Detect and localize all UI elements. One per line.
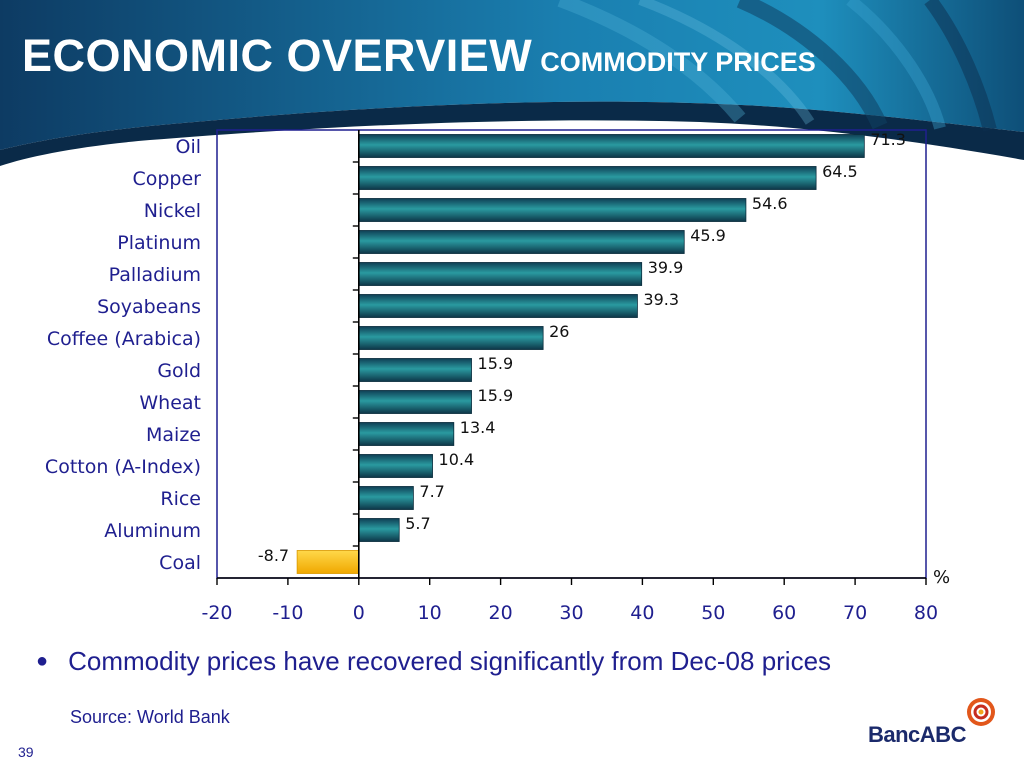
category-label: Platinum	[117, 232, 201, 254]
bar-coal	[296, 550, 360, 574]
x-tick-label: 70	[843, 602, 867, 624]
category-label: Gold	[157, 360, 201, 382]
x-tick-label: 0	[353, 602, 365, 624]
company-logo: BancABC	[868, 696, 1008, 752]
page-number: 39	[18, 744, 34, 760]
logo-text: BancABC	[868, 722, 966, 747]
x-tick-label: 10	[418, 602, 442, 624]
category-label: Rice	[160, 488, 201, 510]
bar-palladium	[358, 262, 643, 286]
data-label: 7.7	[419, 482, 444, 501]
bar-oil	[358, 134, 865, 158]
data-label: 13.4	[460, 418, 496, 437]
bar-gold	[358, 358, 472, 382]
source-note: Source: World Bank	[70, 707, 230, 727]
category-label: Oil	[175, 136, 201, 158]
x-tick-label: -20	[201, 602, 232, 624]
bar-platinum	[358, 230, 685, 254]
bullet-icon: ●	[36, 650, 49, 672]
bar-cotton-a-index	[358, 454, 433, 478]
bar-coffee-arabica	[358, 326, 544, 350]
bullet-point: ● Commodity prices have recovered signifi…	[36, 646, 831, 677]
bar-aluminum	[358, 518, 400, 542]
data-label: 45.9	[690, 226, 726, 245]
data-label: 39.3	[643, 290, 679, 309]
category-label: Aluminum	[104, 520, 201, 542]
x-tick-label: 50	[701, 602, 725, 624]
category-label: Palladium	[109, 264, 201, 286]
data-label: 10.4	[439, 450, 475, 469]
data-label: 26	[549, 322, 569, 341]
slide-header: ECONOMIC OVERVIEW COMMODITY PRICES	[0, 0, 1024, 170]
header-background	[0, 0, 1024, 166]
data-label: 64.5	[822, 162, 858, 181]
slide-subtitle: COMMODITY PRICES	[540, 47, 816, 77]
category-label: Coal	[159, 552, 201, 574]
data-label: -8.7	[258, 546, 289, 565]
data-label: 54.6	[752, 194, 788, 213]
bar-chart: Oil 71.3 Copper 64.5 Nickel 54.6 Platinum 45.9 P…	[45, 129, 950, 624]
x-tick-label: 40	[630, 602, 654, 624]
category-label: Soyabeans	[97, 296, 201, 318]
x-tick-label: -10	[272, 602, 303, 624]
plot-area-frame	[216, 129, 927, 579]
bar-copper	[358, 166, 817, 190]
x-tick-label: 20	[489, 602, 513, 624]
bar-rice	[358, 486, 414, 510]
x-tick-label: 60	[772, 602, 796, 624]
data-label: 71.3	[870, 130, 906, 149]
logo-ring-icon	[967, 698, 995, 726]
x-tick-label: 30	[559, 602, 583, 624]
category-label: Nickel	[144, 200, 201, 222]
bar-nickel	[358, 198, 747, 222]
data-label: 39.9	[648, 258, 684, 277]
category-label: Wheat	[139, 392, 201, 414]
x-tick-label: 80	[914, 602, 938, 624]
category-label: Maize	[146, 424, 201, 446]
category-label: Cotton (A-Index)	[45, 456, 201, 478]
data-label: 15.9	[478, 386, 514, 405]
bar-maize	[358, 422, 455, 446]
category-label: Coffee (Arabica)	[47, 328, 201, 350]
data-label: 5.7	[405, 514, 430, 533]
bar-soyabeans	[358, 294, 638, 318]
unit-label: %	[933, 567, 950, 588]
bullet-text: Commodity prices have recovered signific…	[68, 646, 832, 676]
category-label: Copper	[132, 168, 201, 190]
data-label: 15.9	[478, 354, 514, 373]
bar-wheat	[358, 390, 472, 414]
slide-title: ECONOMIC OVERVIEW	[22, 30, 533, 81]
